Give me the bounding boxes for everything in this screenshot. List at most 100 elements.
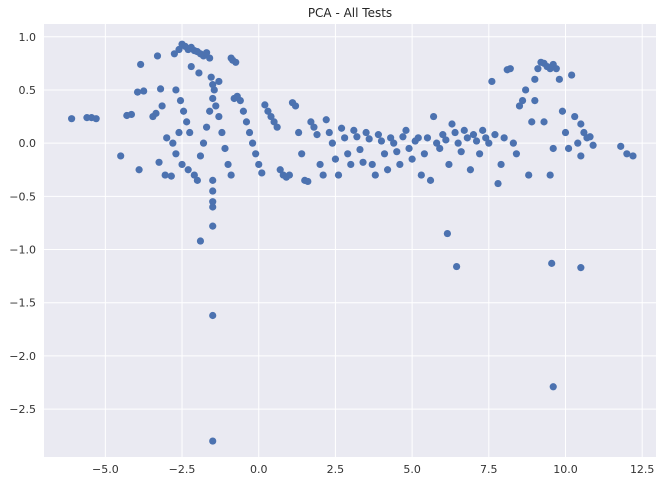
scatter-point	[322, 116, 330, 124]
scatter-point	[295, 128, 303, 137]
scatter-point	[178, 160, 186, 169]
scatter-point	[152, 109, 160, 117]
scatter-point	[209, 311, 217, 320]
scatter-point	[558, 107, 567, 115]
scatter-point	[555, 75, 563, 83]
scatter-point	[528, 118, 536, 126]
scatter-point	[546, 171, 554, 179]
scatter-point	[167, 172, 175, 180]
scatter-point	[267, 112, 275, 121]
scatter-point	[420, 150, 428, 158]
scatter-point	[617, 142, 625, 150]
y-axis-ticks: 1.0 0.5 0.0 −0.5 −1.0 −1.5 −2.0 −2.5	[9, 31, 36, 416]
scatter-point	[209, 187, 217, 195]
scatter-point	[525, 171, 533, 179]
scatter-point	[258, 169, 266, 177]
scatter-point	[175, 45, 183, 54]
scatter-point	[170, 50, 178, 58]
y-tick-label: −2.5	[9, 403, 36, 416]
scatter-point	[540, 118, 548, 126]
scatter-point	[396, 160, 404, 169]
scatter-point	[548, 259, 556, 267]
scatter-point	[285, 171, 294, 179]
scatter-point	[515, 102, 524, 110]
scatter-point	[500, 134, 508, 142]
scatter-point	[68, 115, 76, 123]
scatter-point	[215, 112, 223, 121]
scatter-point	[491, 131, 499, 139]
scatter-point	[589, 141, 597, 149]
scatter-point	[359, 158, 367, 166]
scatter-point	[436, 144, 444, 153]
scatter-point	[393, 148, 401, 156]
scatter-point	[261, 101, 269, 109]
scatter-point	[568, 71, 576, 79]
scatter-point	[453, 262, 461, 271]
scatter-point	[179, 107, 188, 115]
scatter-point	[334, 171, 343, 179]
scatter-point	[408, 155, 416, 163]
scatter-point	[390, 139, 398, 147]
scatter-point	[531, 75, 539, 83]
scatter-point	[405, 144, 413, 153]
scatter-point	[206, 54, 214, 62]
scatter-point	[443, 229, 451, 238]
x-tick-label: 2.5	[327, 463, 345, 476]
scatter-point	[212, 102, 220, 110]
scatter-point	[319, 171, 327, 179]
scatter-point	[580, 128, 588, 137]
scatter-point	[469, 131, 478, 139]
scatter-point	[155, 158, 163, 166]
scatter-point	[175, 128, 183, 137]
scatter-point	[207, 73, 215, 81]
x-tick-label: 12.5	[630, 463, 655, 476]
scatter-point	[571, 112, 579, 121]
scatter-point	[202, 123, 211, 131]
scatter-point	[255, 160, 263, 169]
scatter-point	[472, 137, 481, 145]
scatter-point	[245, 128, 254, 137]
scatter-point	[210, 86, 218, 94]
x-tick-label: 5.0	[403, 463, 421, 476]
scatter-point	[196, 237, 205, 245]
scatter-point	[169, 139, 177, 147]
scatter-point	[479, 126, 487, 134]
scatter-point	[426, 176, 435, 184]
scatter-point	[337, 124, 346, 132]
scatter-point	[574, 139, 582, 147]
scatter-point	[488, 77, 496, 86]
scatter-point	[457, 148, 465, 156]
scatter-point	[451, 128, 459, 137]
scatter-point	[485, 139, 493, 147]
scatter-point	[561, 128, 570, 137]
scatter-point	[328, 139, 336, 147]
scatter-point	[423, 134, 432, 142]
scatter-point	[291, 102, 300, 110]
scatter-point	[371, 171, 379, 179]
scatter-point	[273, 123, 281, 131]
scatter-point	[153, 52, 162, 60]
x-tick-label: −2.5	[169, 463, 196, 476]
scatter-point	[227, 171, 235, 179]
data-points	[68, 40, 637, 445]
scatter-point	[325, 128, 333, 137]
scatter-point	[344, 150, 352, 158]
scatter-point	[463, 134, 471, 142]
scatter-point	[402, 126, 410, 134]
scatter-point	[276, 166, 284, 174]
x-tick-label: 10.0	[553, 463, 578, 476]
scatter-point	[629, 152, 637, 160]
scatter-point	[224, 160, 232, 169]
scatter-point	[183, 118, 191, 126]
scatter-point	[218, 128, 226, 137]
scatter-point	[429, 112, 438, 121]
scatter-point	[383, 166, 392, 174]
scatter-point	[623, 150, 631, 158]
scatter-point	[137, 60, 145, 69]
scatter-point	[433, 139, 441, 147]
scatter-point	[549, 383, 557, 391]
scatter-point	[264, 107, 272, 115]
scatter-point	[156, 85, 165, 93]
scatter-point	[252, 150, 260, 158]
scatter-point	[316, 160, 324, 169]
